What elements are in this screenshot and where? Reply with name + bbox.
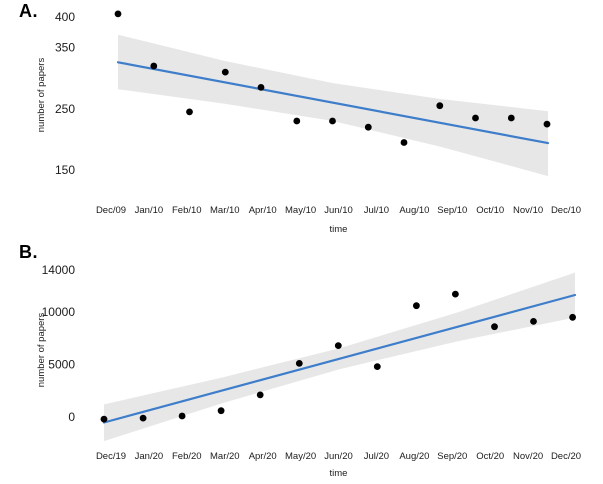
x-tick-label: Mar/10 — [210, 205, 240, 216]
x-tick-label: Dec/10 — [551, 205, 581, 216]
data-point — [400, 139, 408, 146]
data-point — [329, 117, 336, 125]
data-point — [373, 363, 381, 370]
y-tick-label: 14000 — [42, 263, 76, 277]
x-axis-title: time — [330, 224, 348, 235]
y-tick-label: 350 — [55, 41, 75, 55]
x-tick-label: Oct/10 — [476, 205, 504, 216]
x-tick-label: Jul/10 — [364, 205, 389, 216]
data-point — [100, 415, 108, 423]
trend-line — [116, 61, 550, 145]
data-point — [293, 117, 301, 125]
x-tick-label: Apr/10 — [249, 205, 277, 216]
confidence-band — [104, 272, 575, 442]
confidence-band — [118, 34, 548, 177]
x-tick-label: Jan/10 — [135, 205, 164, 216]
x-tick-label: Aug/10 — [399, 205, 429, 216]
y-axis-title: number of papers — [36, 313, 47, 388]
data-point — [530, 318, 537, 325]
x-tick-label: Nov/20 — [513, 451, 543, 462]
x-tick-label: Jun/10 — [324, 205, 353, 216]
x-tick-label: Oct/20 — [476, 451, 504, 462]
x-tick-label: May/10 — [285, 205, 316, 216]
data-point — [295, 360, 303, 367]
y-tick-label: 5000 — [48, 358, 75, 372]
data-point — [334, 342, 342, 349]
x-tick-label: Sep/10 — [437, 205, 467, 216]
data-point — [256, 391, 264, 399]
x-tick-label: Feb/20 — [172, 451, 202, 462]
data-point — [436, 102, 444, 110]
x-tick-label: Aug/20 — [399, 451, 429, 462]
trend-line — [102, 293, 577, 424]
x-tick-label: Jul/20 — [364, 451, 389, 462]
x-axis-title: time — [330, 468, 348, 479]
data-point — [257, 84, 265, 91]
data-point — [221, 68, 229, 76]
data-point — [413, 302, 420, 310]
data-point — [114, 10, 122, 18]
x-tick-label: Jan/20 — [135, 451, 164, 462]
x-tick-label: Apr/20 — [249, 451, 277, 462]
data-point — [507, 114, 515, 122]
x-tick-label: Mar/20 — [210, 451, 240, 462]
data-point — [543, 120, 551, 128]
x-tick-label: May/20 — [285, 451, 316, 462]
x-tick-label: Jun/20 — [324, 451, 353, 462]
data-point — [139, 414, 147, 422]
data-point — [186, 108, 193, 116]
x-tick-label: Dec/20 — [551, 451, 581, 462]
data-point — [569, 313, 576, 321]
data-point — [217, 407, 225, 415]
x-tick-label: Nov/10 — [513, 205, 543, 216]
y-tick-label: 400 — [55, 10, 75, 24]
panel-a-label: A. — [19, 1, 38, 21]
data-point — [178, 412, 186, 420]
x-tick-label: Dec/09 — [96, 205, 126, 216]
y-axis-title: number of papers — [36, 58, 47, 133]
x-tick-label: Sep/20 — [437, 451, 467, 462]
y-tick-label: 10000 — [42, 305, 76, 319]
x-tick-label: Dec/19 — [96, 451, 126, 462]
panel-b-label: B. — [19, 242, 38, 262]
data-point — [364, 123, 372, 131]
y-tick-label: 0 — [68, 410, 75, 424]
panel-A: 400 350 250 150 Dec/09 Jan/10 Feb/10 Mar/10 Apr/… — [36, 10, 581, 235]
data-point — [491, 323, 498, 331]
data-point — [150, 62, 158, 70]
y-tick-label: 250 — [55, 102, 75, 116]
y-tick-label: 150 — [55, 163, 75, 177]
data-point — [452, 290, 459, 298]
panel-B: 14000 10000 5000 0 Dec/19 Jan/20 Feb/20 Mar/20 A… — [36, 263, 581, 479]
x-tick-label: Feb/10 — [172, 205, 202, 216]
data-point — [472, 114, 479, 122]
